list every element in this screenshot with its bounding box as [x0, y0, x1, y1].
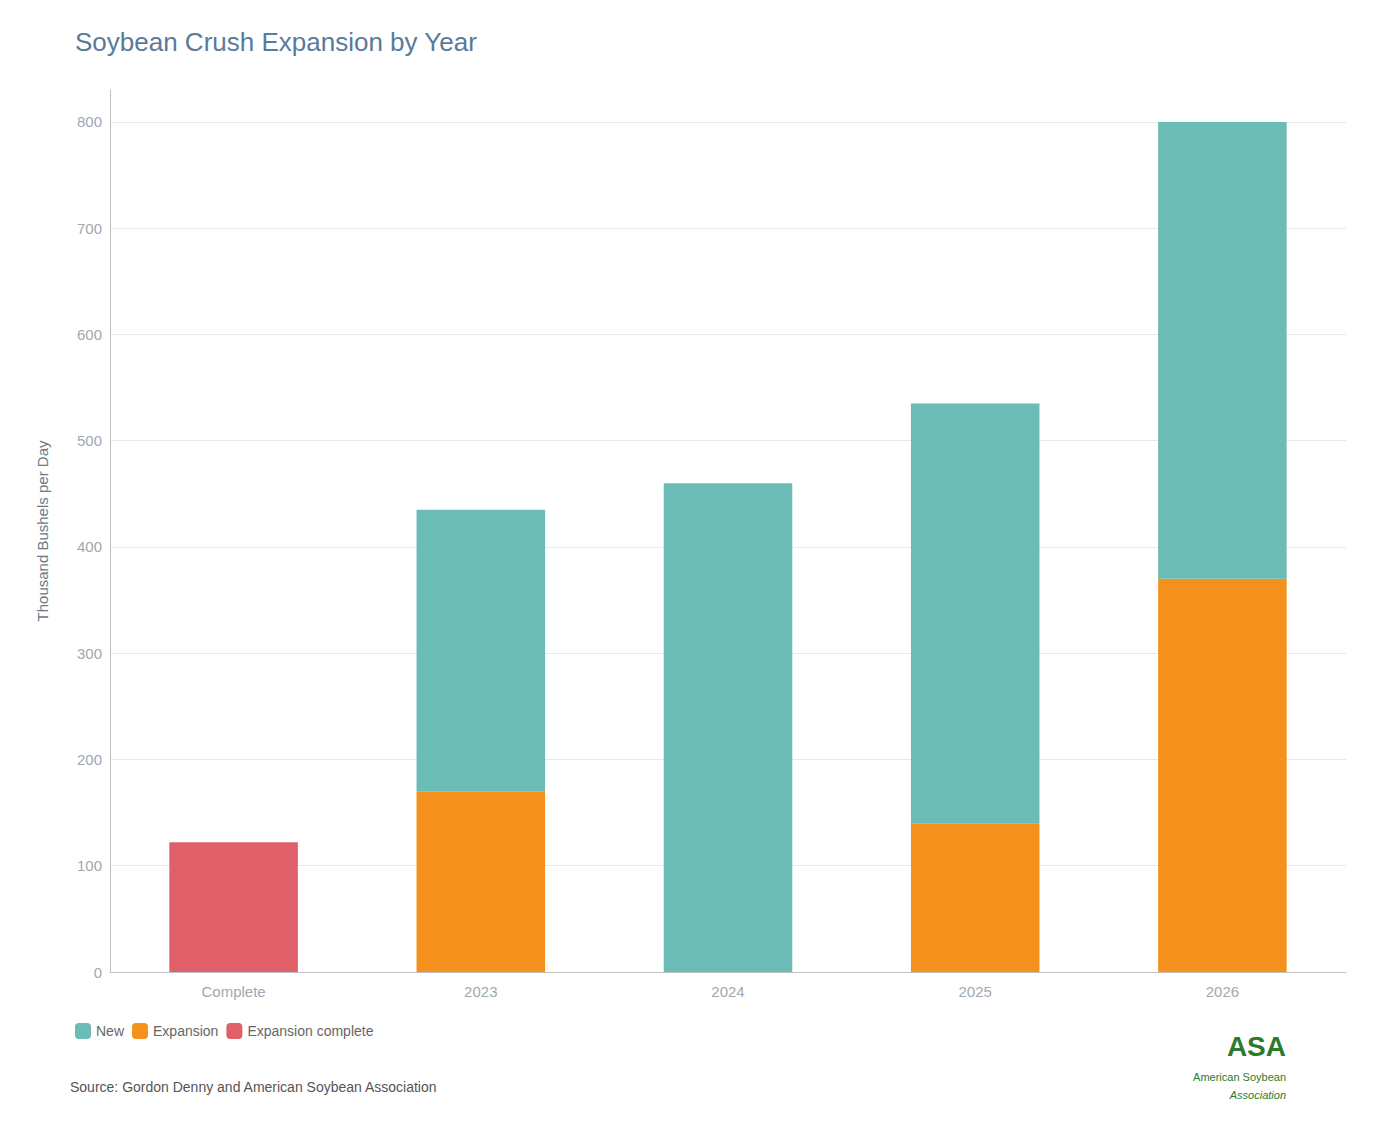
svg-text:2023: 2023 — [464, 983, 497, 1000]
svg-text:Soybean Crush Expansion by Yea: Soybean Crush Expansion by Year — [75, 27, 477, 57]
svg-text:600: 600 — [77, 326, 102, 343]
svg-text:500: 500 — [77, 432, 102, 449]
svg-text:200: 200 — [77, 751, 102, 768]
svg-text:2024: 2024 — [711, 983, 744, 1000]
svg-text:400: 400 — [77, 538, 102, 555]
svg-text:Expansion complete: Expansion complete — [247, 1023, 373, 1039]
svg-text:Association: Association — [1229, 1089, 1286, 1101]
svg-text:ASA: ASA — [1227, 1031, 1286, 1062]
svg-text:2025: 2025 — [959, 983, 992, 1000]
svg-text:300: 300 — [77, 645, 102, 662]
svg-text:Expansion: Expansion — [153, 1023, 218, 1039]
svg-text:800: 800 — [77, 113, 102, 130]
svg-text:2026: 2026 — [1206, 983, 1239, 1000]
svg-text:100: 100 — [77, 857, 102, 874]
svg-text:Source: Gordon Denny and Ameri: Source: Gordon Denny and American Soybea… — [70, 1079, 437, 1095]
svg-text:700: 700 — [77, 220, 102, 237]
svg-text:Thousand Bushels per Day: Thousand Bushels per Day — [34, 440, 51, 621]
svg-text:0: 0 — [94, 964, 102, 981]
svg-text:New: New — [96, 1023, 125, 1039]
svg-text:Complete: Complete — [201, 983, 265, 1000]
svg-text:American Soybean: American Soybean — [1193, 1071, 1286, 1083]
